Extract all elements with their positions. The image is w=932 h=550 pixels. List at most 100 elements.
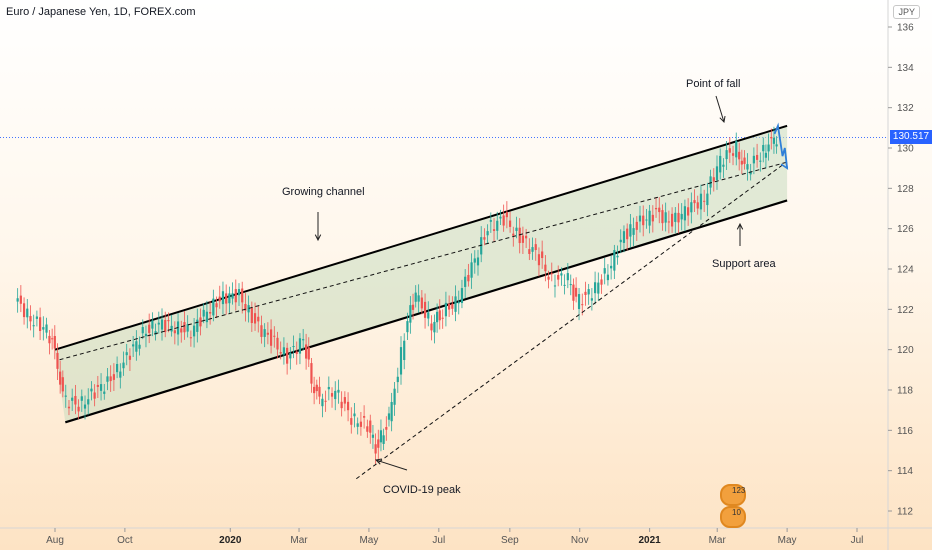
candle-body [396, 376, 399, 383]
candle-body [374, 444, 377, 454]
candle-body [577, 294, 581, 310]
candle-body [279, 352, 282, 354]
candle-body [298, 338, 302, 354]
candle-body [508, 220, 512, 227]
candle-body [330, 393, 334, 397]
candle-body [399, 347, 403, 375]
candle-body [433, 321, 436, 333]
candle-body [253, 313, 257, 324]
candle-body [448, 303, 451, 310]
candle-body [141, 327, 144, 334]
candle-body [244, 304, 247, 311]
candle-body [192, 325, 196, 337]
candle-body [128, 355, 132, 360]
candle-body [385, 427, 388, 430]
candle-body [170, 325, 173, 332]
candle-body [638, 215, 642, 222]
y-tick-label: 134 [897, 63, 914, 74]
candle-body [321, 398, 324, 407]
candle-body [566, 273, 569, 281]
candle-body [83, 404, 87, 409]
price-series [16, 126, 778, 465]
candle-body [205, 311, 209, 323]
candle-body [738, 151, 741, 160]
candle-body [90, 388, 93, 392]
candle-body [600, 279, 603, 285]
candle-body [444, 302, 448, 317]
x-tick-label: Sep [501, 535, 519, 546]
candle-body [234, 289, 237, 303]
candle-body [241, 288, 244, 303]
candle-body [377, 439, 380, 448]
candle-body [74, 395, 77, 405]
candle-body [693, 200, 696, 204]
candle-body [112, 374, 115, 380]
candle-body [454, 296, 457, 312]
candle-body [186, 324, 189, 332]
support-area-arrow-head [736, 222, 744, 230]
currency-badge[interactable]: JPY [893, 5, 920, 19]
candle-body [327, 386, 330, 390]
candle-body [746, 164, 749, 170]
candle-body [587, 289, 590, 295]
candle-body [247, 305, 250, 313]
y-tick-label: 132 [897, 103, 914, 114]
candle-body [525, 235, 528, 239]
candle-body [629, 224, 632, 237]
candle-body [250, 307, 253, 324]
candle-body [563, 284, 566, 286]
candle-body [670, 213, 674, 227]
x-tick-label: May [359, 535, 378, 546]
events-badge[interactable]: 123 10 [720, 484, 746, 530]
candle-body [770, 136, 773, 139]
candle-body [310, 363, 313, 384]
candle-body [762, 144, 765, 152]
x-tick-label: Jul [432, 535, 445, 546]
candle-body [709, 176, 712, 188]
candle-body [48, 335, 51, 344]
candle-body [337, 389, 340, 393]
candle-body [706, 193, 709, 206]
candle-body [550, 273, 553, 275]
x-tick-label: Nov [571, 535, 589, 546]
event-icon [720, 484, 746, 506]
candle-body [470, 262, 473, 278]
candle-body [764, 152, 768, 158]
candle-body [557, 275, 560, 280]
event-count-top: 123 [732, 486, 746, 495]
candle-body [683, 206, 687, 221]
annotation-arrows [314, 95, 744, 471]
candle-body [157, 322, 160, 325]
covid-peak-arrow [375, 459, 408, 471]
candle-body [496, 220, 499, 231]
candle-body [266, 332, 269, 335]
candle-body [93, 392, 96, 399]
candle-body [499, 216, 502, 219]
candle-body [715, 166, 719, 181]
candle-body [115, 363, 119, 373]
candle-body [680, 213, 683, 220]
candle-body [476, 257, 480, 266]
candle-body [590, 298, 593, 301]
candle-body [67, 406, 71, 409]
candle-body [696, 202, 699, 209]
candle-body [719, 155, 722, 173]
candle-body [722, 164, 725, 167]
candle-body [32, 325, 35, 327]
forecast-arrowhead [780, 161, 789, 170]
candle-body [619, 239, 622, 243]
candle-body [221, 291, 225, 305]
candle-body [59, 371, 62, 385]
candle-body [295, 351, 298, 354]
candle-body [106, 376, 109, 382]
candle-body [148, 324, 151, 333]
channel-fill [55, 125, 788, 423]
candle-body [581, 304, 584, 306]
candle-body [19, 295, 22, 304]
candle-body [610, 265, 613, 269]
candle-body [728, 148, 731, 153]
candle-body [382, 435, 385, 444]
candle-body [635, 221, 638, 230]
